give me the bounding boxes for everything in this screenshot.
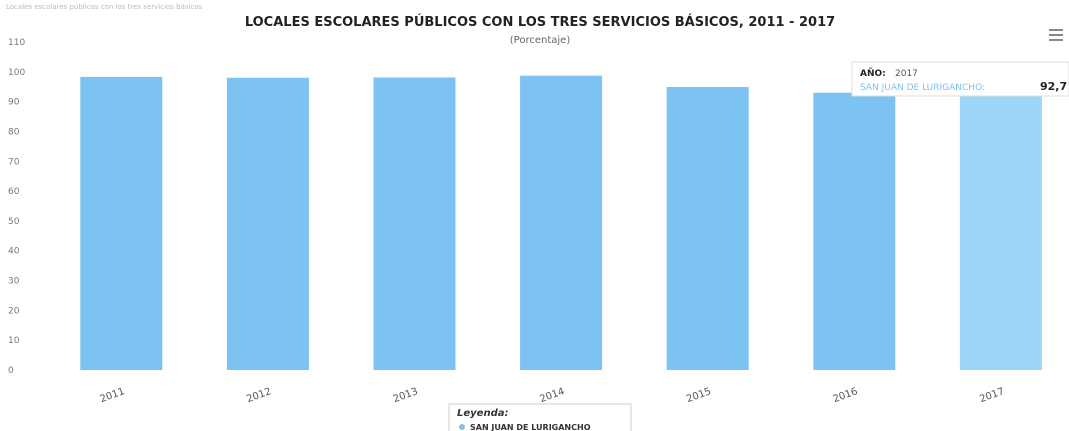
legend: Leyenda: SAN JUAN DE LURIGANCHO: [448, 403, 632, 431]
y-tick-label: 100: [8, 68, 25, 78]
y-tick-label: 70: [8, 157, 20, 167]
y-tick-label: 40: [8, 247, 20, 257]
bar[interactable]: [373, 77, 456, 370]
bar[interactable]: [80, 76, 163, 371]
y-tick-label: 80: [8, 127, 20, 137]
y-axis: 0 10 20 30 40 50 60 70 80 90 100 110: [8, 38, 25, 376]
x-tick-label: 2011: [99, 386, 127, 405]
y-tick-label: 90: [8, 98, 20, 108]
tooltip-box: [851, 61, 1069, 97]
y-tick-label: 60: [8, 187, 20, 197]
bar[interactable]: [226, 77, 309, 371]
legend-box: [448, 403, 632, 431]
menu-button[interactable]: [1049, 29, 1063, 41]
x-tick-label: 2014: [538, 386, 566, 405]
hamburger-menu-icon: [1049, 29, 1063, 41]
chart-subtitle: (Porcentaje): [510, 35, 571, 46]
y-tick-label: 50: [8, 217, 20, 227]
bar[interactable]: [813, 92, 896, 370]
x-tick-label: 2015: [685, 386, 713, 405]
legend-item[interactable]: SAN JUAN DE LURIGANCHO: [459, 423, 591, 431]
legend-marker: [459, 424, 465, 430]
legend-title: Leyenda:: [457, 408, 508, 419]
legend-item-label: SAN JUAN DE LURIGANCHO: [470, 423, 591, 431]
y-tick-label: 10: [8, 336, 20, 346]
bar[interactable]: [666, 87, 749, 370]
top-caption: Locales escolares públicos con los tres …: [6, 3, 203, 11]
tooltip-value: 92,7: [1040, 80, 1067, 93]
tooltip: AÑO: 2017 SAN JUAN DE LURIGANCHO: 92,7: [851, 61, 1069, 97]
tooltip-year-label: AÑO:: [860, 68, 886, 79]
y-tick-label: 110: [8, 38, 25, 48]
x-axis: 2011 2012 2013 2014 2015 2016 2017: [99, 386, 1006, 405]
y-tick-label: 30: [8, 277, 20, 287]
bar[interactable]: [520, 75, 603, 370]
chart-title: LOCALES ESCOLARES PÚBLICOS CON LOS TRES …: [245, 14, 835, 30]
x-tick-label: 2013: [392, 386, 420, 405]
tooltip-series-name: SAN JUAN DE LURIGANCHO:: [860, 83, 985, 93]
x-tick-label: 2017: [978, 386, 1006, 405]
x-tick-label: 2016: [832, 386, 860, 405]
tooltip-year-value: 2017: [895, 69, 918, 79]
x-tick-label: 2012: [245, 386, 273, 405]
y-tick-label: 20: [8, 306, 20, 316]
bar[interactable]: [959, 93, 1042, 371]
y-tick-label: 0: [8, 366, 14, 376]
bars-group: [80, 75, 1042, 371]
